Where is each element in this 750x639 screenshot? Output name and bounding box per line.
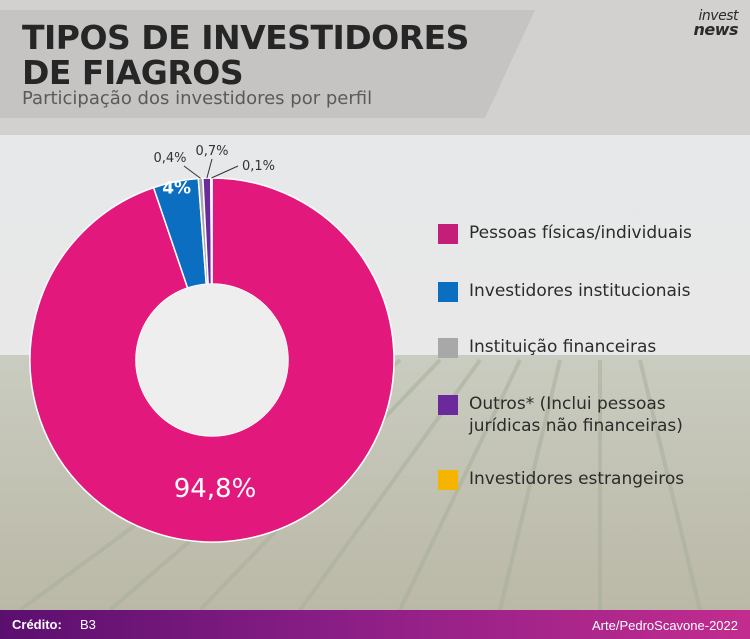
leader-line (206, 158, 213, 179)
legend-item-institucionais: Investidores institucionais (438, 280, 729, 302)
data-label-estrangeiros: 0,1% (242, 159, 275, 174)
legend-item-instituicao-financeiras: Instituição financeiras (438, 336, 729, 358)
page-title: TIPOS DE INVESTIDORES DE FIAGROS (22, 20, 469, 90)
page-subtitle: Participação dos investidores por perfil (22, 88, 373, 109)
data-label-pessoas-fisicas: 94,8% (174, 474, 257, 504)
leader-line (183, 165, 201, 179)
legend-label: Investidores estrangeiros (469, 469, 685, 489)
legend-swatch (438, 224, 458, 244)
legend-swatch (438, 338, 458, 358)
logo-line-2: news (693, 20, 738, 39)
legend-swatch (438, 470, 458, 490)
investnews-logo: invest news (676, 8, 739, 40)
data-label-instituicao-financeiras: 0,4% (153, 151, 186, 166)
footer-bar: Crédito: B3 Arte/PedroScavone-2022 (0, 610, 750, 639)
donut-hole (136, 284, 288, 436)
legend-item-estrangeiros: Investidores estrangeiros (438, 468, 729, 490)
credit-value: B3 (80, 617, 96, 632)
data-label-institucionais: 4% (162, 179, 191, 199)
legend-label: Investidores institucionais (469, 281, 691, 301)
data-label-outros: 0,7% (195, 144, 228, 159)
legend-item-outros: Outros* (Inclui pessoas jurídicas não fi… (438, 393, 714, 437)
title-panel (0, 10, 535, 118)
legend-label: Outros* (Inclui pessoas jurídicas não fi… (469, 394, 683, 436)
legend-swatch (438, 395, 458, 415)
legend-item-pessoas-fisicas: Pessoas físicas/individuais (438, 222, 729, 244)
slice-estrangeiros (210, 177, 213, 285)
title-line-1: TIPOS DE INVESTIDORES (22, 18, 469, 57)
logo-line-1: invest (698, 8, 739, 24)
legend-label: Pessoas físicas/individuais (469, 223, 692, 243)
credit-label: Crédito: (12, 617, 62, 632)
art-credit: Arte/PedroScavone-2022 (592, 618, 738, 633)
leader-line (211, 165, 239, 179)
legend-label: Instituição financeiras (469, 337, 657, 357)
title-line-2: DE FIAGROS (22, 53, 244, 92)
legend-swatch (438, 282, 458, 302)
